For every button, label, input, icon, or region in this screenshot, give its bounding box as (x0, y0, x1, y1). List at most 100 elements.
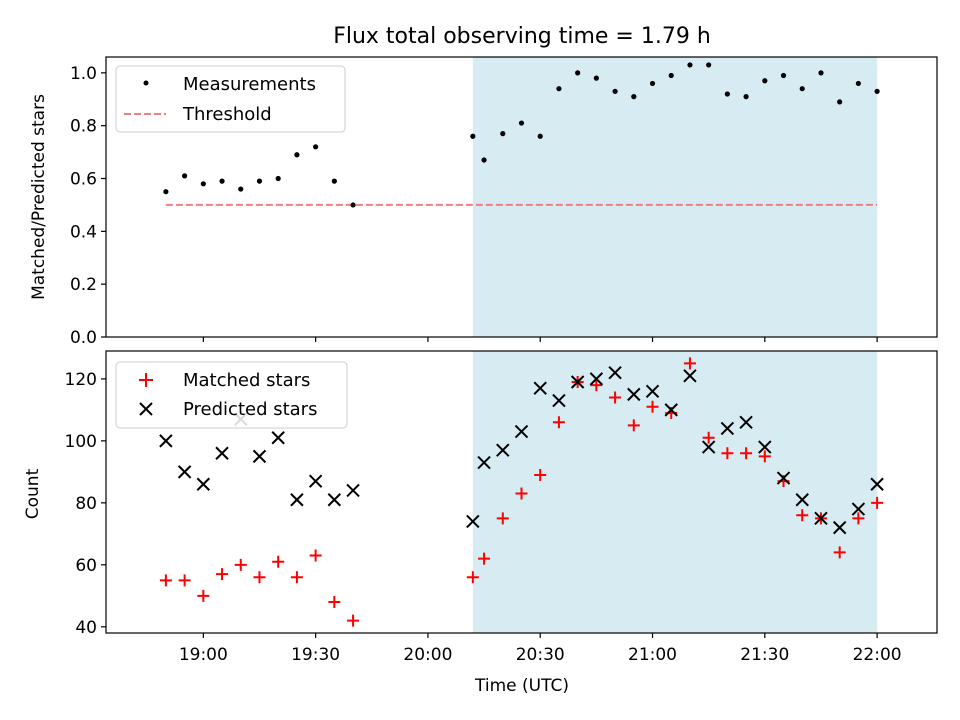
predicted-stars-point (252, 449, 267, 464)
y-tick-label: 120 (65, 370, 97, 390)
measurement-point (837, 99, 843, 105)
predicted-stars-point (496, 443, 510, 457)
bottom-plot: 40 60 80 100 120 19:00 19:30 20:00 20:30 21:00 21:… (65, 350, 938, 665)
measurement-point (294, 152, 300, 158)
bottom-legend: Matched stars Predicted stars (115, 361, 348, 429)
x-tick-label: 21:00 (628, 645, 677, 665)
measurement-point (200, 181, 206, 187)
matched-stars-point (253, 571, 266, 584)
measurement-point (470, 133, 476, 139)
matched-stars-point (272, 555, 285, 568)
measurement-point (331, 178, 337, 184)
measurement-point (256, 178, 263, 184)
top-legend: Measurements Threshold (115, 65, 346, 133)
x-tick-label: 21:30 (740, 645, 789, 665)
matched-stars-point (496, 512, 509, 525)
predicted-stars-point (720, 421, 735, 436)
predicted-stars-point (608, 365, 622, 380)
predicted-stars-point (308, 474, 323, 488)
measurement-point (481, 157, 487, 163)
measurement-point (706, 62, 712, 68)
matched-stars-point (328, 596, 341, 609)
predicted-stars-point (627, 387, 641, 402)
y-tick-label: 0.4 (70, 222, 97, 242)
legend-box (115, 361, 348, 429)
matched-stars-point (683, 357, 696, 370)
predicted-stars-point (552, 393, 566, 408)
measurement-point (799, 86, 805, 92)
y-tick-label: 0.6 (70, 170, 97, 190)
bottom-plot-frame (105, 350, 938, 634)
matched-stars-point (646, 400, 659, 413)
x-tick-label: 19:30 (291, 645, 340, 665)
predicted-stars-point (814, 511, 828, 526)
y-tick-label: 60 (75, 556, 97, 576)
measurement-point (313, 144, 319, 150)
matched-stars-point (871, 496, 884, 509)
measurement-point (593, 75, 599, 81)
matched-stars-point (702, 431, 715, 444)
predicted-stars-point (196, 477, 211, 491)
measurement-point (182, 173, 188, 179)
y-tick-label: 100 (65, 432, 97, 452)
matched-stars-point (590, 379, 603, 392)
measurement-point (855, 80, 861, 87)
x-axis-label: Time (UTC) (474, 676, 569, 696)
bottom-y-axis-label: Count (23, 468, 43, 519)
predicted-stars-point (177, 465, 192, 479)
predicted-stars-point (851, 502, 866, 516)
matched-stars-point (552, 416, 565, 429)
predicted-stars-point (290, 493, 304, 507)
measurement-point (575, 70, 581, 76)
y-tick-label: 0.0 (70, 328, 97, 348)
legend-box (115, 65, 346, 133)
legend-marker-measurements (143, 80, 149, 86)
measurement-point (537, 133, 543, 139)
measurement-point (668, 72, 674, 79)
measurement-point (163, 189, 169, 195)
predicted-stars-point (466, 514, 480, 529)
predicted-stars-point (271, 431, 285, 445)
matched-stars-point (216, 568, 229, 581)
matched-stars-point (758, 450, 771, 463)
predicted-stars-point (159, 434, 173, 448)
y-tick-label: 0.8 (70, 117, 97, 137)
predicted-stars-point (683, 369, 697, 383)
predicted-stars-point (795, 493, 809, 507)
predicted-stars-point (664, 403, 678, 417)
y-tick-label: 0.2 (70, 275, 97, 295)
predicted-stars-point (870, 477, 884, 491)
measurement-point (612, 88, 618, 94)
x-tick-label: 20:30 (516, 645, 565, 665)
predicted-stars-point (776, 471, 791, 485)
legend-label-predicted-stars: Predicted stars (183, 399, 317, 420)
matched-stars-point (234, 558, 247, 571)
predicted-stars-point (215, 446, 229, 460)
measurement-point (500, 131, 506, 137)
predicted-stars-point (758, 440, 772, 454)
matched-stars-point (852, 512, 865, 525)
predicted-stars-point (477, 455, 491, 470)
measurement-point (556, 86, 562, 92)
y-tick-label: 80 (75, 494, 97, 514)
measurement-point (631, 94, 637, 100)
top-plot-frame (105, 56, 938, 338)
predicted-stars-point (514, 424, 529, 439)
legend-marker-matched-stars (139, 373, 153, 387)
measurement-point (724, 91, 730, 97)
matched-stars-point (178, 574, 191, 587)
predicted-stars-point (533, 381, 547, 395)
matched-stars-point (721, 447, 734, 460)
legend-label-threshold: Threshold (182, 104, 272, 125)
matched-stars-point (534, 468, 547, 481)
matched-stars-point (309, 549, 322, 562)
predicted-stars-point (346, 483, 360, 498)
legend-label-measurements: Measurements (183, 74, 316, 95)
measurement-point (818, 70, 824, 76)
measurement-point (238, 186, 244, 192)
matched-stars-point (796, 509, 809, 522)
x-tick-label: 22:00 (853, 645, 902, 665)
matched-stars-point (466, 571, 479, 584)
